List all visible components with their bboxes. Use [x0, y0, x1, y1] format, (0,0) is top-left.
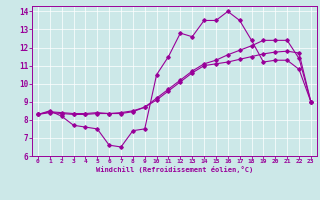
X-axis label: Windchill (Refroidissement éolien,°C): Windchill (Refroidissement éolien,°C) [96, 166, 253, 173]
